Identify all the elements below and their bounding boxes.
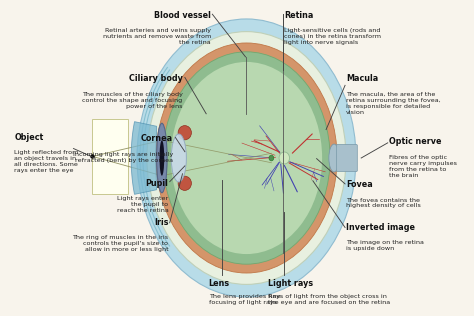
Ellipse shape <box>156 123 167 193</box>
Text: The fovea contains the
highest density of cells: The fovea contains the highest density o… <box>346 198 421 209</box>
Ellipse shape <box>171 134 186 182</box>
FancyBboxPatch shape <box>337 144 357 172</box>
Ellipse shape <box>279 152 290 164</box>
Text: The lens provides fine
focusing of light rays: The lens provides fine focusing of light… <box>209 294 280 305</box>
Text: Retina: Retina <box>284 11 314 20</box>
Text: Fibres of the optic
nerve carry impulses
from the retina to
the brain: Fibres of the optic nerve carry impulses… <box>389 155 456 178</box>
Text: Object: Object <box>14 133 44 142</box>
Text: Retinal arteries and veins supply
nutrients and remove waste from
the retina: Retinal arteries and veins supply nutrie… <box>103 28 211 46</box>
Text: The ring of muscles in the iris
controls the pupil's size to
allow in more or le: The ring of muscles in the iris controls… <box>72 235 168 252</box>
Ellipse shape <box>171 62 322 254</box>
Ellipse shape <box>329 144 339 172</box>
Text: Iris: Iris <box>154 218 168 227</box>
Text: Fovea: Fovea <box>346 180 373 189</box>
Text: Light rays enter
the pupil to
reach the retina: Light rays enter the pupil to reach the … <box>117 196 168 213</box>
Ellipse shape <box>159 140 164 176</box>
Text: Lens: Lens <box>209 279 230 288</box>
Text: The muscles of the ciliary body
control the shape and focusing
power of the lens: The muscles of the ciliary body control … <box>82 92 182 109</box>
Text: Pupil: Pupil <box>146 179 168 187</box>
Ellipse shape <box>147 32 346 284</box>
Ellipse shape <box>156 43 337 273</box>
Ellipse shape <box>137 19 356 297</box>
Ellipse shape <box>269 155 274 161</box>
Polygon shape <box>131 122 156 194</box>
Text: Light reflected from
an object travels in
all directions. Some
rays enter the ey: Light reflected from an object travels i… <box>14 150 79 173</box>
Bar <box>92 118 128 194</box>
Ellipse shape <box>163 52 330 264</box>
Text: Ciliary body: Ciliary body <box>128 74 182 83</box>
Ellipse shape <box>178 176 191 190</box>
Text: Cornea: Cornea <box>141 134 173 143</box>
Text: Optic nerve: Optic nerve <box>389 137 441 146</box>
Text: The macula, the area of the
retina surrounding the fovea,
is responsible for det: The macula, the area of the retina surro… <box>346 92 441 115</box>
Ellipse shape <box>178 125 191 140</box>
Text: Rays of light from the object cross in
the eye and are focused on the retina: Rays of light from the object cross in t… <box>268 294 390 305</box>
Text: Blood vessel: Blood vessel <box>154 11 211 20</box>
Text: Incoming light rays are initially
refracted (bent) by the cornea: Incoming light rays are initially refrac… <box>73 152 173 163</box>
Text: Light rays: Light rays <box>268 279 313 288</box>
Text: The image on the retina
is upside down: The image on the retina is upside down <box>346 240 424 251</box>
Text: Inverted image: Inverted image <box>346 223 415 232</box>
Text: Macula: Macula <box>346 74 378 83</box>
Text: Light-sensitive cells (rods and
cones) in the retina transform
light into nerve : Light-sensitive cells (rods and cones) i… <box>284 28 382 46</box>
